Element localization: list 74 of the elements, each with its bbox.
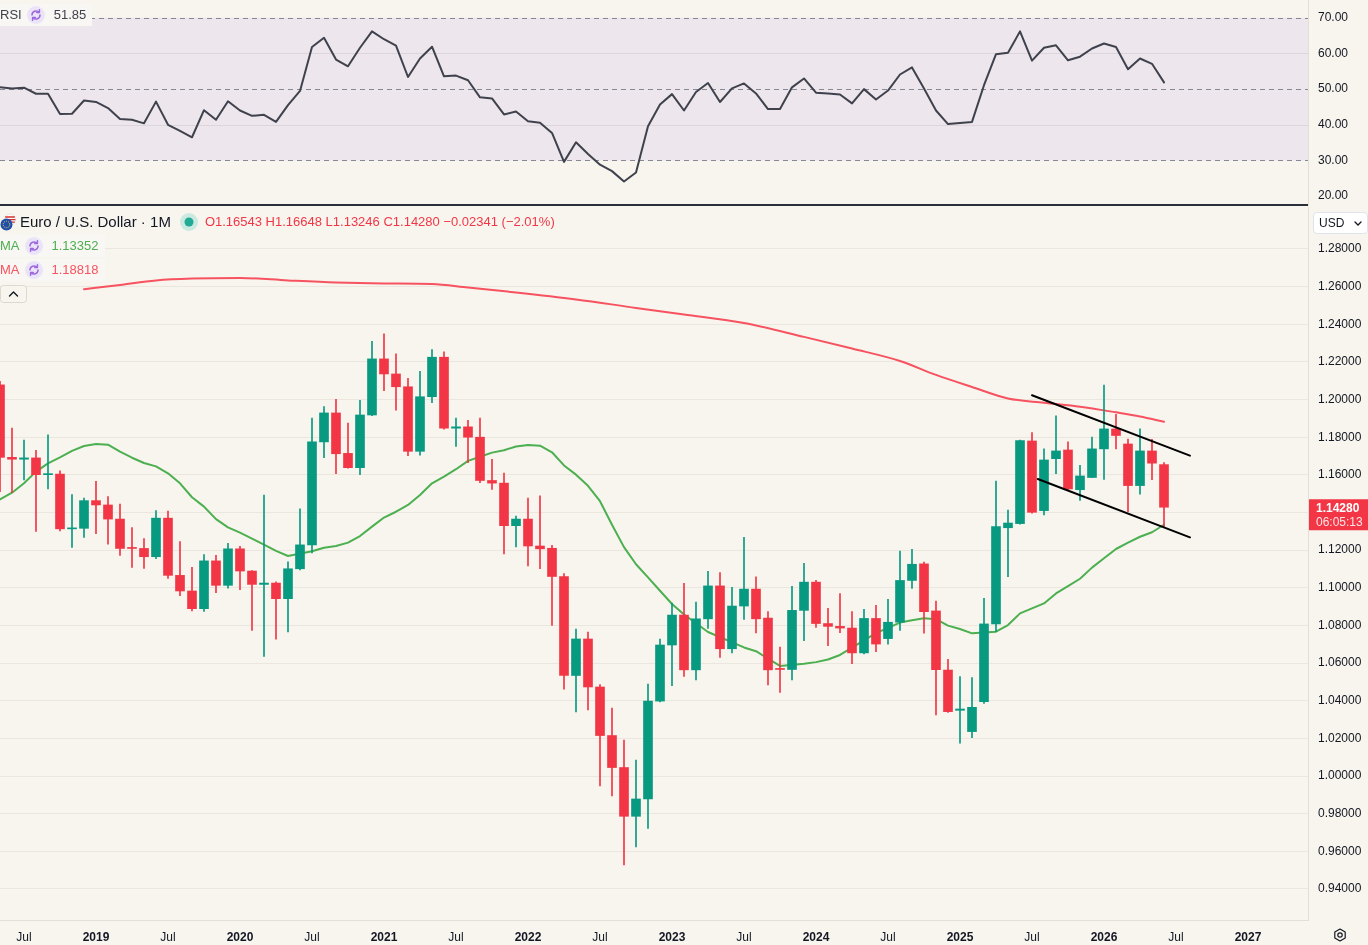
y-tick-label: 70.00: [1318, 10, 1349, 25]
y-tick-label: 1.18000: [1318, 429, 1362, 444]
y-tick-label: 1.04000: [1318, 693, 1362, 708]
x-tick-label: 2019: [82, 929, 110, 944]
line-series: [83, 276, 1165, 423]
x-tick-label: 2024: [802, 929, 830, 944]
y-tick-label: 1.24000: [1318, 316, 1362, 331]
x-tick-label: Jul: [880, 929, 896, 944]
x-tick-label: Jul: [448, 929, 464, 944]
candlestick: [127, 527, 137, 568]
y-tick-label: 1.20000: [1318, 391, 1362, 406]
y-tick-label: 1.26000: [1318, 278, 1362, 293]
y-tick-label: 1.22000: [1318, 354, 1362, 369]
annotation: 1.13352: [51, 237, 99, 255]
chart-title: Euro / U.S. Dollar · 1M: [20, 213, 171, 231]
text: MA: [0, 261, 20, 279]
x-tick-label: 2027: [1234, 929, 1262, 944]
y-tick-label: 40.00: [1318, 117, 1349, 132]
candlestick: [1003, 509, 1013, 578]
text: 06:05:13: [1316, 514, 1364, 529]
text: MA: [0, 237, 20, 255]
annotation: 1.18818: [51, 261, 99, 279]
text: RSI: [0, 6, 22, 24]
candlestick: [775, 646, 785, 693]
x-tick-label: Jul: [736, 929, 752, 944]
candlestick: [511, 515, 521, 548]
candlestick: [259, 494, 269, 657]
x-tick-label: 2023: [658, 929, 686, 944]
candlestick: [823, 607, 833, 646]
y-tick-label: 1.06000: [1318, 655, 1362, 670]
text: 1.14280: [1316, 500, 1360, 515]
candlestick: [391, 353, 401, 411]
candlestick: [631, 759, 641, 848]
x-tick-label: 2026: [1090, 929, 1118, 944]
candlestick: [19, 439, 29, 481]
y-tick-label: 50.00: [1318, 81, 1349, 96]
x-tick-label: Jul: [592, 929, 608, 944]
candlestick: [31, 450, 41, 532]
dropdown: USD: [1313, 212, 1368, 234]
annotation: O1.16543 H1.16648 L1.13246 C1.14280 −0.02341 (−2.01%): [204, 213, 555, 231]
x-tick-label: 2020: [226, 929, 254, 944]
y-tick-label: 1.28000: [1318, 241, 1362, 256]
y-tick-label: 1.08000: [1318, 617, 1362, 632]
y-tick-label: 1.02000: [1318, 730, 1362, 745]
y-tick-label: 0.94000: [1318, 881, 1362, 896]
candlestick: [463, 420, 473, 463]
x-tick-label: 2021: [370, 929, 398, 944]
y-tick-label: 0.98000: [1318, 805, 1362, 820]
candlestick: [247, 570, 257, 631]
y-tick-label: 1.16000: [1318, 467, 1362, 482]
y-tick-label: 1.00000: [1318, 768, 1362, 783]
x-tick-label: Jul: [160, 929, 176, 944]
x-tick-label: Jul: [1168, 929, 1184, 944]
x-tick-label: 2025: [946, 929, 974, 944]
y-tick-label: 0.96000: [1318, 843, 1362, 858]
candlestick: [739, 537, 749, 620]
candlestick: [7, 427, 17, 494]
y-tick-label: 1.10000: [1318, 580, 1362, 595]
annotation: 51.85: [53, 6, 87, 24]
x-tick-label: Jul: [304, 929, 320, 944]
y-axis-title: USD: [1319, 216, 1345, 230]
x-tick-label: Jul: [1024, 929, 1040, 944]
y-tick-label: 30.00: [1318, 152, 1349, 167]
y-tick-label: 1.12000: [1318, 542, 1362, 557]
y-tick-label: 60.00: [1318, 45, 1349, 60]
candlestick: [487, 458, 497, 490]
candlestick: [1051, 415, 1061, 475]
candlestick: [1099, 384, 1109, 480]
candlestick: [43, 434, 53, 490]
candlestick: [955, 676, 965, 744]
candlestick: [91, 481, 101, 535]
x-tick-label: Jul: [16, 929, 32, 944]
y-tick-label: 20.00: [1318, 188, 1349, 203]
x-tick-label: 2022: [514, 929, 542, 944]
